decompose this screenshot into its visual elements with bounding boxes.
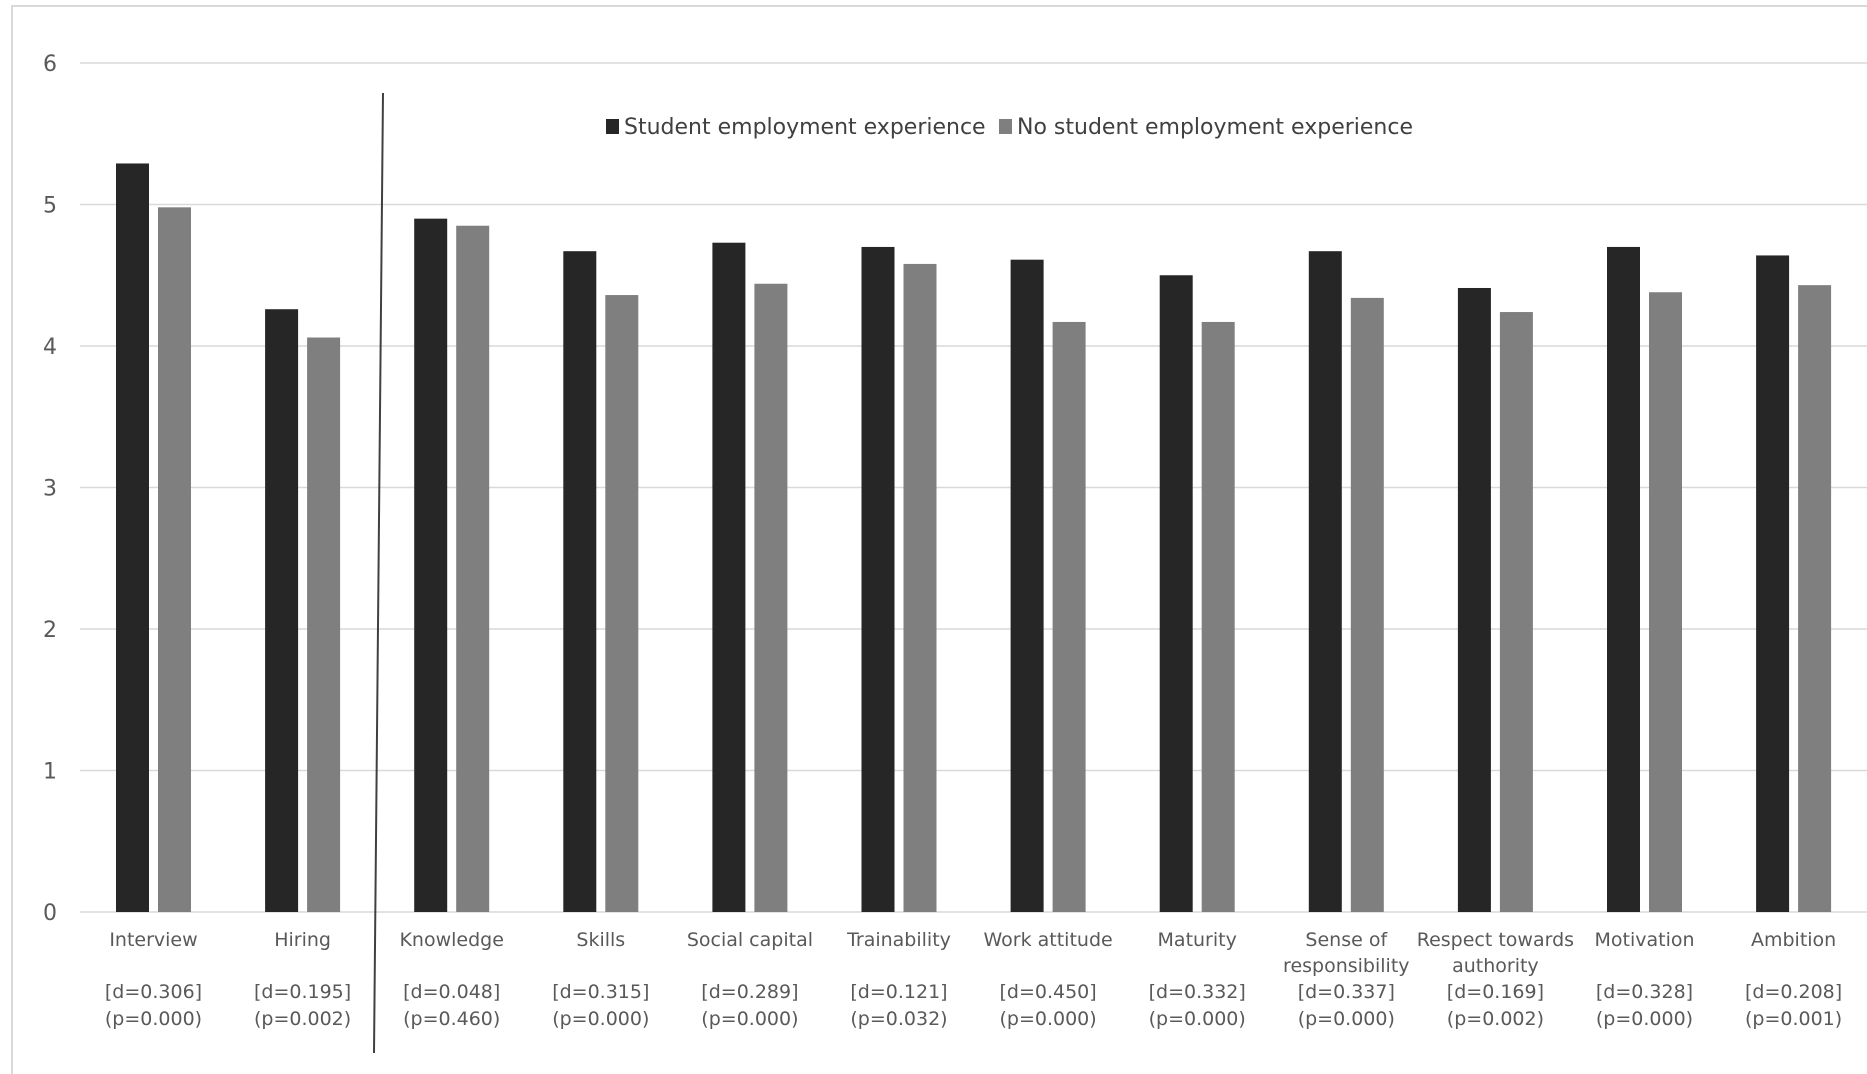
effect-size-label: [d=0.332] <box>1149 981 1246 1003</box>
x-category-label: Hiring <box>274 929 331 951</box>
p-value-label: (p=0.000) <box>105 1008 202 1030</box>
effect-size-label: [d=0.208] <box>1745 981 1842 1003</box>
effect-size-label: [d=0.289] <box>701 981 798 1003</box>
bar-no-student-employment <box>1649 292 1682 913</box>
bar-student-employment <box>1607 246 1640 912</box>
bar-student-employment <box>1010 259 1044 912</box>
bar-student-employment <box>1457 287 1491 912</box>
bar-no-student-employment <box>1499 312 1533 912</box>
y-tick-label: 4 <box>43 335 57 360</box>
bar-student-employment <box>1756 255 1790 912</box>
bars <box>116 163 1832 913</box>
bar-no-student-employment <box>605 295 639 912</box>
effect-size-label: [d=0.315] <box>552 981 649 1003</box>
y-tick-label: 6 <box>43 52 57 77</box>
bar-no-student-employment <box>456 225 490 913</box>
effect-size-label: [d=0.048] <box>403 981 500 1003</box>
x-category-label: Skills <box>576 929 625 951</box>
p-value-label: (p=0.001) <box>1745 1008 1842 1030</box>
effect-size-label: [d=0.306] <box>105 981 202 1003</box>
bar-student-employment <box>712 242 746 912</box>
y-axis: 0 1 2 3 4 5 6 <box>43 52 57 926</box>
y-tick-label: 2 <box>43 618 57 643</box>
chart-frame <box>11 5 1867 1074</box>
p-value-label: (p=0.000) <box>552 1008 649 1030</box>
x-category-label: authority <box>1452 955 1539 977</box>
separator-line <box>373 92 384 1054</box>
bar-no-student-employment <box>903 263 937 912</box>
x-category-label: Trainability <box>846 929 951 951</box>
p-value-label: (p=0.000) <box>1596 1008 1693 1030</box>
bar-student-employment <box>414 218 448 912</box>
bar-student-employment <box>116 163 149 913</box>
p-value-label: (p=0.000) <box>1298 1008 1395 1030</box>
p-value-label: (p=0.000) <box>701 1008 798 1030</box>
p-value-label: (p=0.002) <box>254 1008 351 1030</box>
x-category-label: Knowledge <box>399 929 503 951</box>
p-value-label: (p=0.032) <box>850 1008 947 1030</box>
legend-label: Student employment experience <box>624 115 986 140</box>
effect-size-label: [d=0.169] <box>1447 981 1544 1003</box>
legend-label: No student employment experience <box>1017 115 1413 140</box>
x-category-label: responsibility <box>1283 955 1409 977</box>
x-category-label: Work attitude <box>983 929 1112 951</box>
p-value-label: (p=0.000) <box>1149 1008 1246 1030</box>
bar-no-student-employment <box>1201 321 1235 912</box>
x-axis-labels: Interview [d=0.306] (p=0.000) Hiring [d=0.19… <box>105 929 1842 1030</box>
y-tick-label: 5 <box>43 194 57 219</box>
bar-no-student-employment <box>1798 285 1832 912</box>
legend-swatch <box>999 119 1012 134</box>
x-category-label: Respect towards <box>1417 929 1574 951</box>
bar-no-student-employment <box>1350 297 1384 912</box>
y-tick-label: 0 <box>43 901 57 926</box>
y-tick-label: 3 <box>43 477 57 502</box>
effect-size-label: [d=0.337] <box>1298 981 1395 1003</box>
p-value-label: (p=0.460) <box>403 1008 500 1030</box>
bar-no-student-employment <box>158 207 191 912</box>
legend: Student employment experience No student … <box>606 115 1413 140</box>
effect-size-label: [d=0.450] <box>999 981 1096 1003</box>
x-category-label: Social capital <box>687 929 813 951</box>
x-category-label: Maturity <box>1158 929 1237 951</box>
effect-size-label: [d=0.121] <box>850 981 947 1003</box>
x-category-label: Ambition <box>1751 929 1836 951</box>
x-category-label: Motivation <box>1594 929 1694 951</box>
x-category-label: Interview <box>109 929 197 951</box>
p-value-label: (p=0.002) <box>1447 1008 1544 1030</box>
gridlines <box>80 62 1867 913</box>
bar-no-student-employment <box>1052 321 1086 912</box>
bar-student-employment <box>265 309 299 913</box>
bar-student-employment <box>861 246 895 912</box>
bar-no-student-employment <box>307 337 341 912</box>
legend-swatch <box>606 119 619 134</box>
bar-no-student-employment <box>754 283 788 912</box>
bar-student-employment <box>563 251 597 912</box>
effect-size-label: [d=0.328] <box>1596 981 1693 1003</box>
bar-student-employment <box>1159 275 1193 912</box>
p-value-label: (p=0.000) <box>999 1008 1096 1030</box>
y-tick-label: 1 <box>43 760 57 785</box>
x-category-label: Sense of <box>1305 929 1388 951</box>
effect-size-label: [d=0.195] <box>254 981 351 1003</box>
bar-student-employment <box>1308 251 1342 912</box>
